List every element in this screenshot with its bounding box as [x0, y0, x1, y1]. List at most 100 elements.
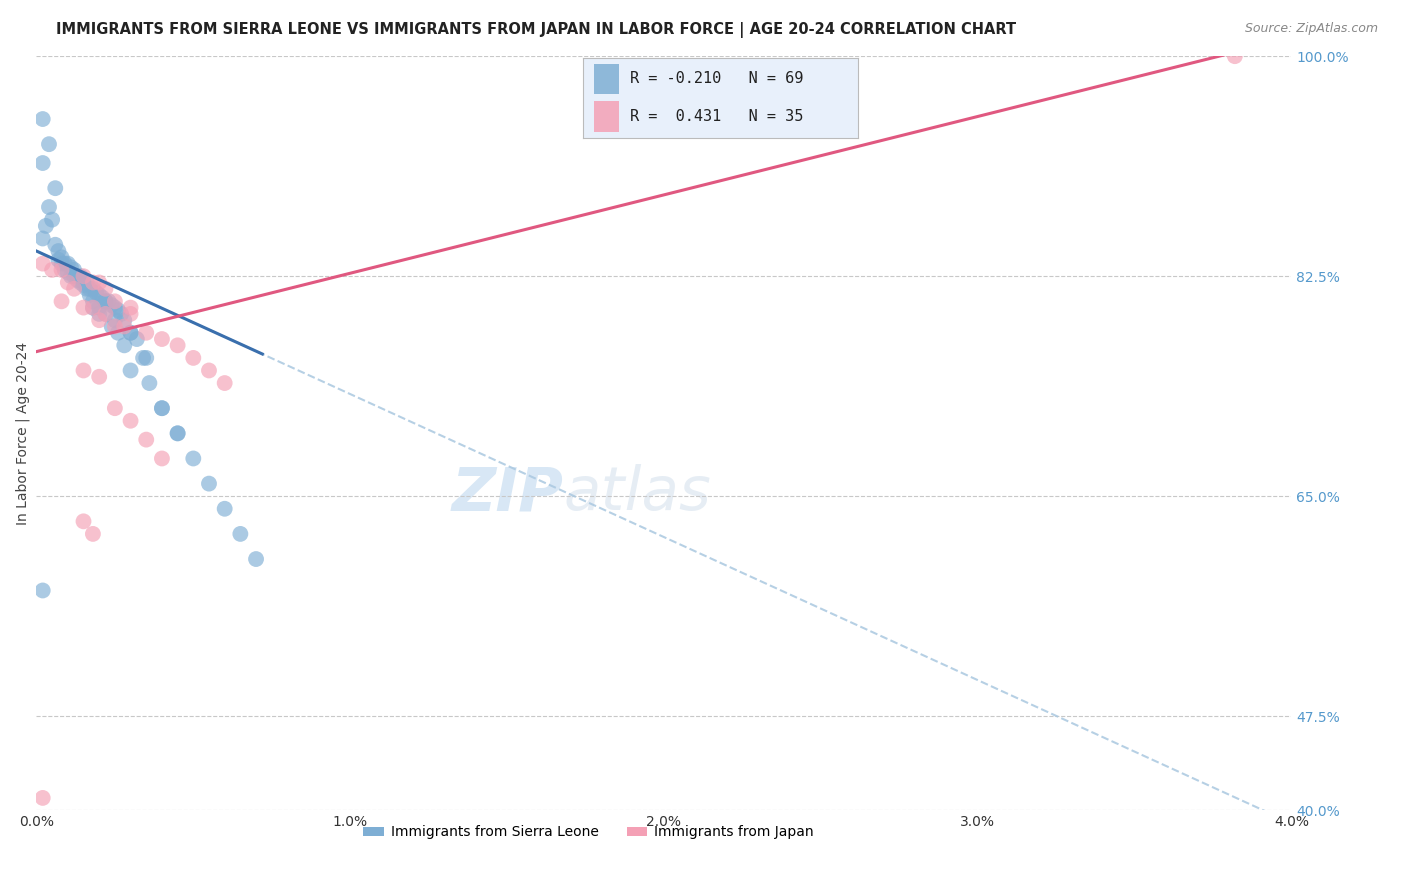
- Point: [104, 319, 127, 334]
- Point: [100, 319, 122, 334]
- Point: [72, 514, 94, 528]
- Point: [66, 273, 89, 287]
- Point: [166, 338, 188, 352]
- Text: IMMIGRANTS FROM SIERRA LEONE VS IMMIGRANTS FROM JAPAN IN LABOR FORCE | AGE 20-24: IMMIGRANTS FROM SIERRA LEONE VS IMMIGRAN…: [56, 22, 1017, 38]
- Point: [38, 200, 60, 214]
- Point: [84, 285, 107, 300]
- Point: [72, 269, 94, 284]
- Point: [82, 301, 104, 315]
- Point: [132, 351, 155, 365]
- Text: Source: ZipAtlas.com: Source: ZipAtlas.com: [1244, 22, 1378, 36]
- Point: [112, 319, 135, 334]
- Point: [120, 307, 142, 321]
- Point: [181, 351, 204, 365]
- Point: [94, 294, 117, 309]
- Point: [91, 291, 114, 305]
- Point: [51, 294, 73, 309]
- Text: atlas: atlas: [564, 464, 711, 524]
- Point: [181, 451, 204, 466]
- Point: [104, 301, 127, 315]
- Point: [138, 376, 160, 390]
- Point: [63, 269, 86, 284]
- Point: [94, 307, 117, 321]
- Point: [38, 137, 60, 152]
- Point: [82, 294, 104, 309]
- Point: [63, 263, 86, 277]
- Point: [214, 501, 236, 516]
- Point: [59, 269, 82, 284]
- Point: [110, 307, 132, 321]
- Point: [245, 552, 267, 566]
- Point: [41, 212, 63, 227]
- Point: [66, 269, 89, 284]
- Point: [51, 263, 73, 277]
- Point: [82, 301, 104, 315]
- Point: [82, 276, 104, 290]
- Point: [76, 276, 98, 290]
- Point: [31, 156, 53, 170]
- Point: [48, 244, 70, 258]
- Point: [44, 237, 66, 252]
- Point: [53, 263, 76, 277]
- Point: [89, 301, 111, 315]
- Point: [229, 527, 252, 541]
- Point: [97, 294, 120, 309]
- Point: [41, 263, 63, 277]
- Point: [120, 301, 142, 315]
- Point: [120, 326, 142, 340]
- Point: [112, 313, 135, 327]
- Bar: [595, 102, 619, 132]
- Point: [56, 276, 79, 290]
- Point: [107, 303, 129, 318]
- Text: R =  0.431   N = 35: R = 0.431 N = 35: [630, 109, 803, 124]
- Point: [120, 363, 142, 377]
- Point: [79, 288, 101, 302]
- Point: [104, 294, 127, 309]
- Point: [31, 112, 53, 126]
- Bar: [595, 63, 619, 95]
- Point: [48, 252, 70, 267]
- Point: [150, 451, 173, 466]
- Point: [89, 276, 111, 290]
- Point: [125, 332, 148, 346]
- Point: [135, 433, 157, 447]
- Point: [166, 426, 188, 441]
- Point: [31, 583, 53, 598]
- Point: [1223, 49, 1246, 63]
- Point: [31, 257, 53, 271]
- Point: [104, 401, 127, 416]
- Point: [94, 294, 117, 309]
- Point: [120, 326, 142, 340]
- Point: [69, 276, 91, 290]
- Point: [89, 307, 111, 321]
- Point: [35, 219, 58, 233]
- Point: [107, 326, 129, 340]
- Point: [31, 791, 53, 805]
- Text: R = -0.210   N = 69: R = -0.210 N = 69: [630, 71, 803, 87]
- Point: [120, 414, 142, 428]
- Point: [44, 181, 66, 195]
- Y-axis label: In Labor Force | Age 20-24: In Labor Force | Age 20-24: [15, 342, 30, 524]
- Point: [76, 282, 98, 296]
- Point: [89, 313, 111, 327]
- Point: [72, 301, 94, 315]
- Point: [150, 401, 173, 416]
- Point: [56, 257, 79, 271]
- Point: [82, 527, 104, 541]
- Point: [72, 277, 94, 292]
- Point: [82, 282, 104, 296]
- Point: [72, 363, 94, 377]
- Point: [89, 369, 111, 384]
- Point: [89, 288, 111, 302]
- Point: [166, 426, 188, 441]
- Point: [150, 332, 173, 346]
- Point: [63, 282, 86, 296]
- Point: [79, 282, 101, 296]
- Point: [72, 276, 94, 290]
- Point: [59, 260, 82, 275]
- Point: [56, 265, 79, 279]
- Point: [31, 231, 53, 245]
- Point: [198, 476, 221, 491]
- Point: [135, 351, 157, 365]
- Point: [112, 338, 135, 352]
